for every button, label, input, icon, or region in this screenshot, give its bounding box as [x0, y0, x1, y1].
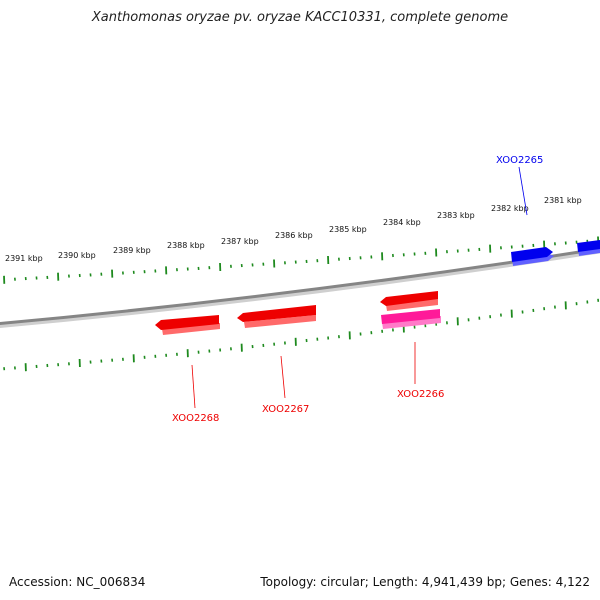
gene-leader-line — [280, 355, 286, 399]
scale-label: 2385 kbp — [329, 225, 367, 234]
gene-label: XOO2265 — [496, 155, 543, 166]
scale-label: 2383 kbp — [437, 211, 475, 220]
scale-label: 2382 kbp — [491, 204, 529, 213]
scale-label: 2390 kbp — [58, 251, 96, 260]
genome-summary-text: Topology: circular; Length: 4,941,439 bp… — [260, 575, 590, 589]
scale-label: 2391 kbp — [5, 254, 43, 263]
gene-arrow — [155, 315, 219, 330]
scale-label: 2388 kbp — [167, 241, 205, 250]
gene-label: XOO2268 — [172, 413, 219, 424]
gene-partial-right[interactable] — [577, 240, 600, 256]
gene-label: XOO2267 — [262, 404, 309, 415]
gene-xoo2265[interactable]: XOO2265 — [496, 155, 554, 266]
gene-xoo2268[interactable]: XOO2268 — [155, 315, 220, 424]
gene-arrow — [577, 240, 600, 252]
gene-xoo2266[interactable]: XOO2266 — [380, 291, 444, 400]
gene-arrow — [237, 305, 316, 322]
scale-label: 2387 kbp — [221, 237, 259, 246]
gene-leader-line — [191, 364, 196, 409]
gene-arrow-shadow — [386, 298, 438, 311]
gene-arrow — [511, 247, 553, 262]
scale-label: 2384 kbp — [383, 218, 421, 227]
gene-xoo2267[interactable]: XOO2267 — [237, 305, 316, 415]
lower-scale-ticks — [3, 298, 600, 372]
gene-arrow-shadow — [162, 323, 220, 335]
gene-highlighted[interactable] — [381, 309, 441, 329]
gene-arrow-shadow — [244, 315, 316, 328]
scale-label: 2389 kbp — [113, 246, 151, 255]
gene-arrow — [381, 309, 440, 324]
gene-label: XOO2266 — [397, 389, 444, 400]
scale-labels: 2391 kbp 2390 kbp 2389 kbp 2388 kbp 2387… — [5, 196, 582, 263]
upper-scale-ticks — [3, 236, 600, 284]
scale-label: 2386 kbp — [275, 231, 313, 240]
accession-text: Accession: NC_006834 — [9, 575, 146, 589]
scale-label: 2381 kbp — [544, 196, 582, 205]
gene-arrow — [380, 291, 438, 306]
gene-leader-line — [518, 166, 528, 216]
genome-title: Xanthomonas oryzae pv. oryzae KACC10331,… — [91, 10, 509, 25]
